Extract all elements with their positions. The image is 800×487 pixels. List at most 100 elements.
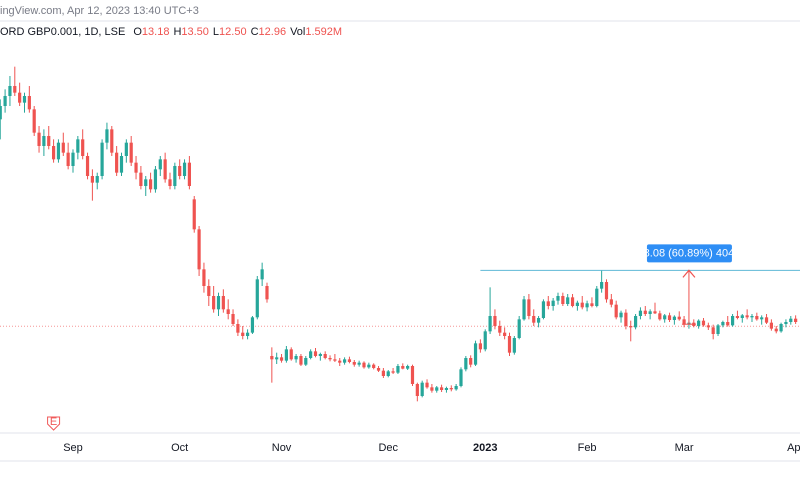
candle-body bbox=[444, 388, 449, 390]
candle-body bbox=[459, 369, 463, 386]
candle-body bbox=[241, 332, 245, 336]
candle-body bbox=[745, 315, 749, 318]
candle-body bbox=[376, 368, 381, 371]
candle-body bbox=[658, 313, 662, 320]
candle-body bbox=[750, 316, 754, 318]
candle-body bbox=[22, 96, 27, 103]
candle-body bbox=[789, 318, 793, 322]
candle-body bbox=[115, 152, 119, 173]
candle-body bbox=[231, 314, 235, 324]
candle-body bbox=[595, 288, 599, 306]
candle-body bbox=[153, 169, 158, 190]
volume-label: Vol bbox=[290, 26, 305, 38]
ohlc-label: O bbox=[133, 26, 142, 38]
candle-body bbox=[653, 311, 657, 314]
candle-body bbox=[342, 359, 347, 363]
candle-body bbox=[357, 362, 361, 365]
candle-body bbox=[192, 199, 196, 230]
candle-body bbox=[643, 310, 647, 314]
candle-body bbox=[289, 349, 293, 360]
candle-body bbox=[614, 304, 618, 318]
candle-body bbox=[663, 315, 667, 320]
candle-body bbox=[212, 296, 216, 310]
symbol: ORD GBP0.001, 1D, LSE bbox=[0, 26, 125, 38]
x-tick-label: Dec bbox=[378, 442, 398, 454]
candle-body bbox=[774, 328, 778, 332]
candle-body bbox=[284, 349, 288, 361]
candle-body bbox=[527, 299, 531, 316]
candle-body bbox=[430, 387, 434, 391]
candle-body bbox=[697, 320, 701, 326]
candle-body bbox=[139, 172, 143, 186]
candle-body bbox=[100, 142, 104, 176]
candle-body bbox=[784, 322, 788, 324]
candle-body bbox=[168, 179, 172, 186]
candle-body bbox=[61, 142, 65, 153]
candle-body bbox=[541, 301, 546, 318]
candle-body bbox=[449, 388, 453, 390]
candle-body bbox=[464, 358, 468, 370]
candle-body bbox=[42, 136, 46, 146]
candle-body bbox=[51, 146, 56, 160]
candle-body bbox=[3, 96, 7, 106]
candle-body bbox=[226, 309, 230, 314]
candle-body bbox=[721, 322, 725, 326]
candle-body bbox=[410, 366, 415, 384]
candle-body bbox=[672, 316, 676, 320]
candle-body bbox=[299, 356, 303, 365]
candle-body bbox=[323, 354, 327, 358]
candle-body bbox=[536, 318, 541, 323]
candle-body bbox=[609, 299, 613, 305]
candle-body bbox=[415, 384, 419, 396]
candle-body bbox=[270, 356, 274, 360]
candle-body bbox=[716, 325, 720, 334]
candle-body bbox=[406, 366, 410, 369]
ohlc-label: H bbox=[173, 26, 181, 38]
candle-body bbox=[158, 159, 162, 170]
measure-label-box bbox=[646, 244, 732, 263]
candle-body bbox=[726, 322, 730, 326]
candle-body bbox=[740, 315, 744, 318]
candle-body bbox=[66, 152, 70, 166]
candle-body bbox=[328, 358, 332, 360]
ohlc-label: C bbox=[251, 26, 259, 38]
candle-body bbox=[561, 296, 565, 304]
candle-body bbox=[503, 332, 507, 336]
candle-body bbox=[85, 156, 90, 176]
ohlc-value: 12.50 bbox=[219, 26, 247, 38]
x-tick-label: Apr bbox=[787, 442, 800, 454]
candle-body bbox=[309, 351, 313, 358]
candle-body bbox=[760, 317, 764, 320]
candle-body bbox=[216, 296, 221, 310]
candle-body bbox=[372, 364, 376, 368]
candle-body bbox=[236, 324, 240, 333]
candle-body bbox=[454, 386, 458, 390]
candle-body bbox=[163, 159, 167, 180]
x-tick-label: Feb bbox=[578, 442, 597, 454]
event-label: E bbox=[50, 416, 57, 428]
candle-body bbox=[401, 366, 405, 369]
candle-body bbox=[27, 96, 31, 110]
candle-body bbox=[566, 297, 570, 304]
candle-body bbox=[648, 311, 652, 314]
candle-body bbox=[279, 357, 284, 361]
candle-body bbox=[701, 320, 706, 326]
candle-body bbox=[134, 162, 138, 173]
candle-body bbox=[551, 300, 555, 306]
candle-body bbox=[148, 179, 153, 190]
candle-body bbox=[556, 296, 560, 301]
x-tick-label: Oct bbox=[171, 442, 188, 454]
candle-body bbox=[473, 343, 478, 365]
symbol-line: ORD GBP0.001, 1D, LSE O13.18 H13.50 L12.50 C… bbox=[0, 26, 342, 38]
candle-body bbox=[178, 166, 182, 176]
candle-body bbox=[333, 359, 337, 361]
candle-body bbox=[18, 92, 22, 103]
candle-body bbox=[624, 312, 628, 326]
measure-label: 8.08 (60.89%) 404 bbox=[644, 248, 735, 260]
candle-body bbox=[667, 315, 672, 320]
candle-body bbox=[255, 279, 259, 318]
candle-body bbox=[590, 303, 594, 306]
ohlc-value: 12.96 bbox=[259, 26, 287, 38]
